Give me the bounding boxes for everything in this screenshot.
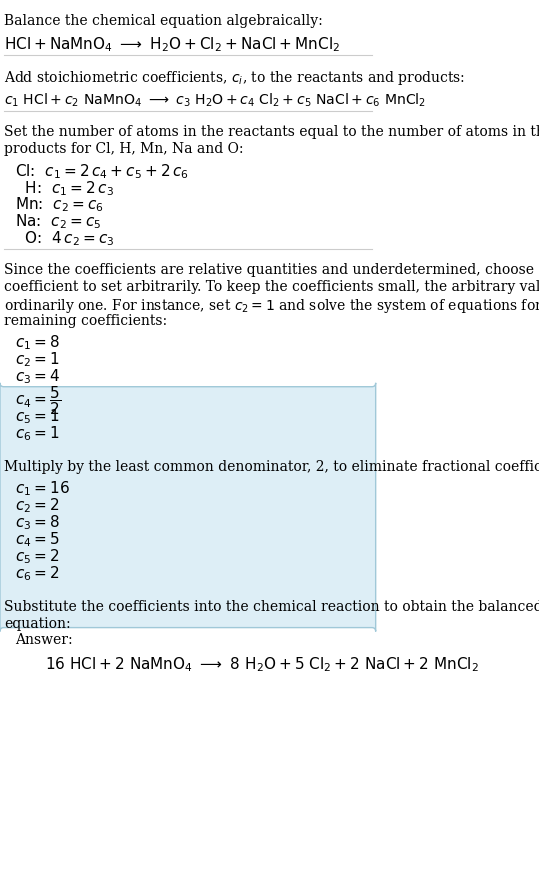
Text: $c_2 = 2$: $c_2 = 2$ — [15, 496, 59, 515]
Text: O: $\ 4\,c_2 = c_3$: O: $\ 4\,c_2 = c_3$ — [15, 229, 114, 249]
Text: Mn: $\ c_2 = c_6$: Mn: $\ c_2 = c_6$ — [15, 195, 103, 215]
Text: $c_5 = 2$: $c_5 = 2$ — [15, 547, 59, 566]
Text: Since the coefficients are relative quantities and underdetermined, choose a: Since the coefficients are relative quan… — [4, 263, 539, 277]
Text: ordinarily one. For instance, set $c_2 = 1$ and solve the system of equations fo: ordinarily one. For instance, set $c_2 =… — [4, 297, 539, 315]
Text: $\mathrm{HCl + NaMnO_4 \ \longrightarrow \ H_2O + Cl_2 + NaCl + MnCl_2}$: $\mathrm{HCl + NaMnO_4 \ \longrightarrow… — [4, 36, 340, 54]
Text: $c_6 = 2$: $c_6 = 2$ — [15, 564, 59, 582]
FancyBboxPatch shape — [0, 383, 376, 631]
Text: Cl: $\ c_1 = 2\,c_4 + c_5 + 2\,c_6$: Cl: $\ c_1 = 2\,c_4 + c_5 + 2\,c_6$ — [15, 162, 189, 181]
Text: remaining coefficients:: remaining coefficients: — [4, 314, 167, 328]
Text: Set the number of atoms in the reactants equal to the number of atoms in the: Set the number of atoms in the reactants… — [4, 126, 539, 140]
Text: $c_2 = 1$: $c_2 = 1$ — [15, 350, 60, 369]
Text: $c_1 = 16$: $c_1 = 16$ — [15, 480, 70, 498]
Text: $c_3 = 4$: $c_3 = 4$ — [15, 367, 60, 385]
Text: $c_1\ \mathrm{HCl} + c_2\ \mathrm{NaMnO_4} \ \longrightarrow \ c_3\ \mathrm{H_2O: $c_1\ \mathrm{HCl} + c_2\ \mathrm{NaMnO_… — [4, 92, 426, 109]
Text: Answer:: Answer: — [15, 633, 73, 647]
Text: $c_4 = \dfrac{5}{2}$: $c_4 = \dfrac{5}{2}$ — [15, 384, 61, 417]
Text: H: $\ c_1 = 2\,c_3$: H: $\ c_1 = 2\,c_3$ — [15, 179, 114, 198]
Text: $\mathrm{16\ HCl + 2\ NaMnO_4 \ \longrightarrow \ 8\ H_2O + 5\ Cl_2 + 2\ NaCl + : $\mathrm{16\ HCl + 2\ NaMnO_4 \ \longrig… — [45, 656, 479, 674]
Text: $c_5 = 1$: $c_5 = 1$ — [15, 407, 60, 426]
Text: Multiply by the least common denominator, 2, to eliminate fractional coefficient: Multiply by the least common denominator… — [4, 460, 539, 474]
Text: products for Cl, H, Mn, Na and O:: products for Cl, H, Mn, Na and O: — [4, 142, 243, 156]
Text: $c_4 = 5$: $c_4 = 5$ — [15, 530, 60, 548]
Text: coefficient to set arbitrarily. To keep the coefficients small, the arbitrary va: coefficient to set arbitrarily. To keep … — [4, 280, 539, 294]
Text: Substitute the coefficients into the chemical reaction to obtain the balanced: Substitute the coefficients into the che… — [4, 600, 539, 614]
Text: Na: $\ c_2 = c_5$: Na: $\ c_2 = c_5$ — [15, 213, 101, 231]
Text: Balance the chemical equation algebraically:: Balance the chemical equation algebraica… — [4, 14, 322, 28]
Text: $c_6 = 1$: $c_6 = 1$ — [15, 425, 60, 443]
Text: $c_3 = 8$: $c_3 = 8$ — [15, 514, 60, 532]
Text: Add stoichiometric coefficients, $c_i$, to the reactants and products:: Add stoichiometric coefficients, $c_i$, … — [4, 70, 465, 87]
Text: $c_1 = 8$: $c_1 = 8$ — [15, 333, 60, 352]
Text: equation:: equation: — [4, 617, 71, 630]
